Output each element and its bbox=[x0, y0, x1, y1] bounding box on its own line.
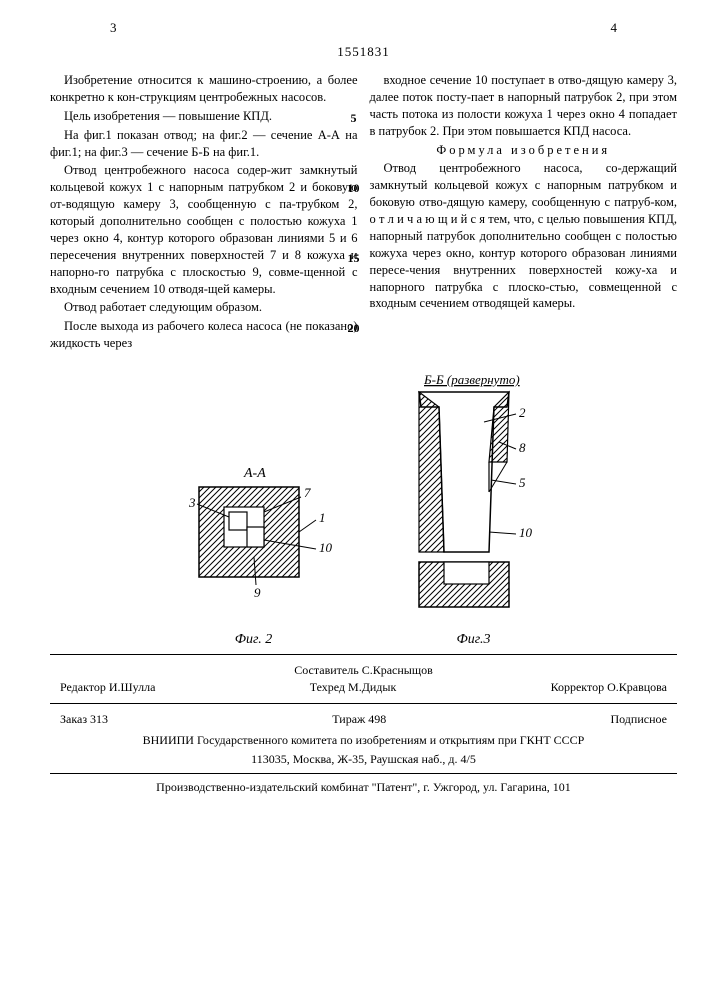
compiler: Составитель С.Красныщов bbox=[50, 663, 677, 678]
page-num-right: 4 bbox=[611, 20, 618, 36]
svg-text:8: 8 bbox=[519, 440, 526, 455]
paragraph: Отвод центробежного насоса, со-держащий … bbox=[370, 160, 678, 312]
paragraph: На фиг.1 показан отвод; на фиг.2 — сечен… bbox=[50, 127, 358, 161]
paragraph: Цель изобретения — повышение КПД. bbox=[50, 108, 358, 125]
podpisnoe: Подписное bbox=[610, 712, 667, 727]
document-number: 1551831 bbox=[50, 44, 677, 60]
paragraph: Изобретение относится к машино-строению,… bbox=[50, 72, 358, 106]
figure-2: А-А 3 7 1 10 9 Фиг. 2 bbox=[169, 462, 339, 648]
line-num: 15 bbox=[344, 250, 364, 266]
text-columns: 5 10 15 20 Изобретение относится к машин… bbox=[50, 72, 677, 354]
fig2-caption: Фиг. 2 bbox=[169, 632, 339, 648]
paragraph: После выхода из рабочего колеса насоса (… bbox=[50, 318, 358, 352]
section-label: Б-Б (развернуто) bbox=[423, 372, 520, 387]
line-num: 20 bbox=[344, 320, 364, 336]
line-num: 10 bbox=[344, 180, 364, 196]
svg-text:2: 2 bbox=[519, 405, 526, 420]
figures-row: А-А 3 7 1 10 9 Фиг. 2 bbox=[50, 372, 677, 648]
order: Заказ 313 bbox=[60, 712, 108, 727]
svg-text:7: 7 bbox=[304, 485, 311, 500]
page-num-left: 3 bbox=[110, 20, 117, 36]
fig3-svg: Б-Б (развернуто) 2 8 5 10 bbox=[389, 372, 559, 632]
org: ВНИИПИ Государственного комитета по изоб… bbox=[50, 733, 677, 748]
svg-text:3: 3 bbox=[188, 495, 196, 510]
techred: Техред М.Дидык bbox=[310, 680, 397, 695]
svg-text:10: 10 bbox=[319, 540, 333, 555]
svg-text:1: 1 bbox=[319, 510, 326, 525]
address: 113035, Москва, Ж-35, Раушская наб., д. … bbox=[50, 752, 677, 767]
line-num: 5 bbox=[344, 110, 364, 126]
tirazh: Тираж 498 bbox=[332, 712, 386, 727]
paragraph: входное сечение 10 поступает в отво-дящу… bbox=[370, 72, 678, 140]
fig2-svg: А-А 3 7 1 10 9 bbox=[169, 462, 339, 632]
section-label: А-А bbox=[243, 466, 266, 481]
left-column: Изобретение относится к машино-строению,… bbox=[50, 72, 358, 354]
svg-text:5: 5 bbox=[519, 475, 526, 490]
svg-text:9: 9 bbox=[254, 585, 261, 600]
paragraph: Отвод центробежного насоса содер-жит зам… bbox=[50, 162, 358, 297]
corrector: Корректор О.Кравцова bbox=[551, 680, 667, 695]
editor: Редактор И.Шулла bbox=[60, 680, 155, 695]
paragraph: Отвод работает следующим образом. bbox=[50, 299, 358, 316]
fig3-caption: Фиг.3 bbox=[389, 632, 559, 648]
figure-3: Б-Б (развернуто) 2 8 5 10 Фиг bbox=[389, 372, 559, 648]
formula-title: Формула изобретения bbox=[370, 142, 678, 159]
footer-block: Составитель С.Красныщов Редактор И.Шулла… bbox=[50, 663, 677, 795]
svg-text:10: 10 bbox=[519, 525, 533, 540]
printer: Производственно-издательский комбинат "П… bbox=[50, 780, 677, 795]
right-column: входное сечение 10 поступает в отво-дящу… bbox=[370, 72, 678, 354]
